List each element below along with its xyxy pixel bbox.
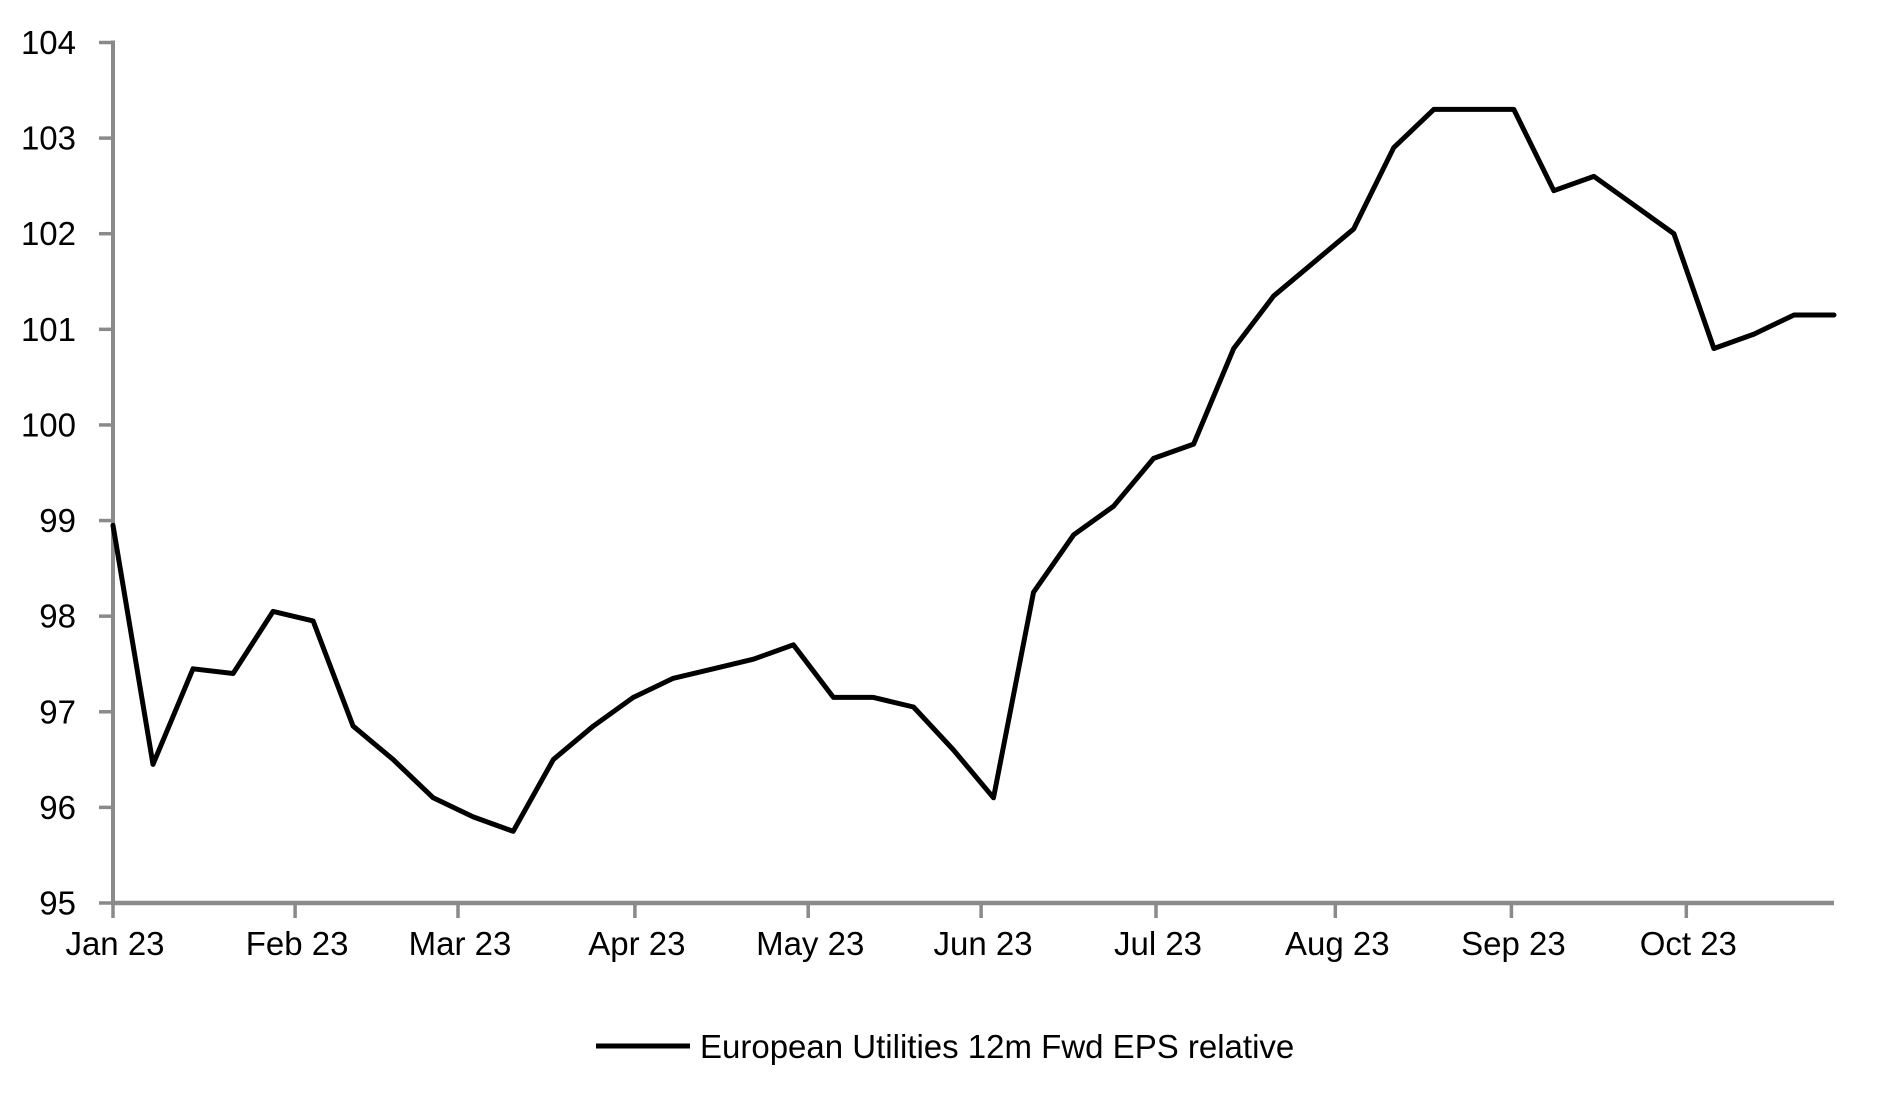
x-tick-label: Jul 23 (1114, 925, 1202, 962)
x-tick-label: Aug 23 (1285, 925, 1390, 962)
x-tick-label: May 23 (756, 925, 864, 962)
y-tick-label: 103 (21, 120, 76, 157)
y-tick-label: 100 (21, 406, 76, 443)
series-line-european-utilities-eps (110, 106, 1837, 834)
y-tick-label: 104 (21, 24, 76, 61)
legend: European Utilities 12m Fwd EPS relative (596, 1028, 1294, 1065)
y-tick-label: 95 (39, 885, 76, 922)
x-tick-label: Mar 23 (409, 925, 512, 962)
y-tick-label: 98 (39, 598, 76, 635)
y-tick-label: 99 (39, 502, 76, 539)
x-tick-label: Jan 23 (65, 925, 164, 962)
y-tick-label: 101 (21, 311, 76, 348)
x-tick-label: Sep 23 (1461, 925, 1566, 962)
y-tick-label: 102 (21, 215, 76, 252)
y-tick-label: 96 (39, 789, 76, 826)
x-tick-label: Feb 23 (246, 925, 349, 962)
x-tick-label: Oct 23 (1640, 925, 1737, 962)
x-tick-label: Apr 23 (588, 925, 685, 962)
legend-label: European Utilities 12m Fwd EPS relative (700, 1028, 1294, 1065)
y-tick-label: 97 (39, 693, 76, 730)
x-tick-label: Jun 23 (934, 925, 1033, 962)
